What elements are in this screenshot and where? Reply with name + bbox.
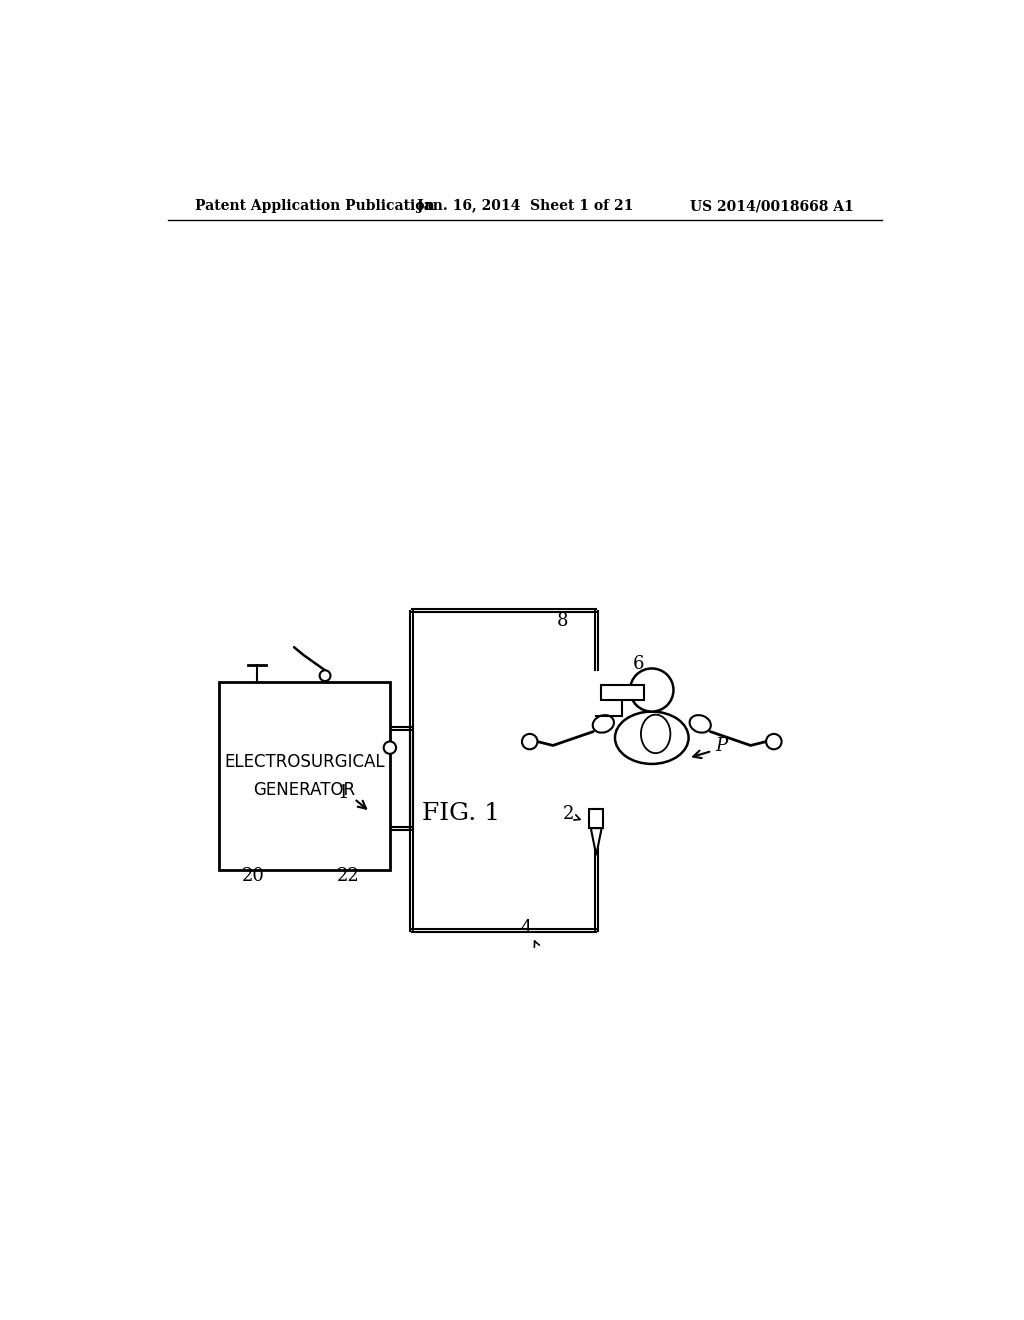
Text: Jan. 16, 2014  Sheet 1 of 21: Jan. 16, 2014 Sheet 1 of 21 xyxy=(417,199,633,213)
Polygon shape xyxy=(591,828,602,855)
Ellipse shape xyxy=(689,715,711,733)
Text: 4: 4 xyxy=(520,919,532,937)
Text: FIG. 1: FIG. 1 xyxy=(422,803,501,825)
Text: P: P xyxy=(716,737,728,755)
Bar xyxy=(219,682,390,870)
Bar xyxy=(601,685,644,701)
Text: 20: 20 xyxy=(242,867,265,884)
Ellipse shape xyxy=(641,714,671,754)
Text: 6: 6 xyxy=(633,655,644,673)
Text: GENERATOR: GENERATOR xyxy=(254,780,355,799)
Text: 2: 2 xyxy=(563,805,574,822)
Text: US 2014/0018668 A1: US 2014/0018668 A1 xyxy=(690,199,854,213)
Circle shape xyxy=(319,671,331,681)
Text: 1: 1 xyxy=(338,784,349,801)
Circle shape xyxy=(384,742,396,754)
Text: 22: 22 xyxy=(337,867,360,884)
Circle shape xyxy=(522,734,538,750)
Bar xyxy=(589,809,603,828)
Text: ELECTROSURGICAL: ELECTROSURGICAL xyxy=(224,752,385,771)
Circle shape xyxy=(766,734,781,750)
Ellipse shape xyxy=(593,715,614,733)
Text: Patent Application Publication: Patent Application Publication xyxy=(196,199,435,213)
Text: 8: 8 xyxy=(557,612,568,630)
Circle shape xyxy=(630,668,674,711)
Ellipse shape xyxy=(615,711,688,764)
